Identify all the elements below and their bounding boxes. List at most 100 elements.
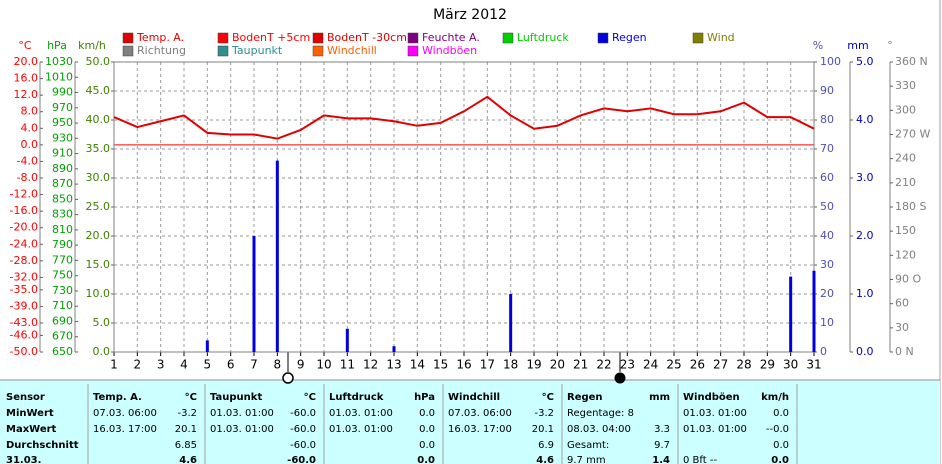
column-title: Windchill (448, 392, 500, 403)
y-tick-label: 60 (820, 171, 834, 184)
legend-label: Windböen (422, 44, 477, 57)
y-tick-label: 8.0 (21, 105, 39, 118)
x-tick-label: 27 (713, 358, 728, 372)
column-title: Windböen (683, 392, 740, 403)
y-tick-label: -12.0 (10, 188, 38, 201)
plot-frame (113, 61, 815, 353)
x-tick-label: 23 (620, 358, 635, 372)
table-background (0, 380, 940, 464)
rain-bar (275, 160, 279, 352)
x-tick-label: 29 (760, 358, 775, 372)
y-tick-label: 0.0 (21, 138, 39, 151)
y-tick-label: 0 (820, 345, 827, 358)
row-label: MinWert (6, 408, 54, 419)
y-tick-label: 45.0 (86, 84, 111, 97)
cell-value: 20.1 (532, 424, 554, 435)
cell-value: 0.0 (417, 455, 435, 464)
column-title: Taupunkt (210, 392, 262, 403)
x-tick-label: 8 (274, 358, 282, 372)
cell-value: 0.0 (419, 440, 435, 451)
cell-left: 16.03. 17:00 (448, 424, 512, 435)
y-tick-label: 5.0 (93, 316, 111, 329)
x-tick-label: 3 (157, 358, 165, 372)
legend-label: BodenT +5cm (232, 31, 310, 44)
y-tick-label: 0 N (895, 345, 914, 358)
y-tick-label: 810 (52, 223, 73, 236)
legend-swatch (122, 45, 134, 57)
y-tick-label: 970 (52, 101, 73, 114)
y-tick-label: 30 (895, 321, 909, 334)
y-tick-label: -50.0 (10, 345, 38, 358)
axis-unit: mm (847, 39, 868, 52)
column-unit: km/h (761, 392, 789, 403)
y-tick-label: 4.0 (21, 121, 39, 134)
y-tick-label: 40 (820, 229, 834, 242)
cell-value: -3.2 (534, 408, 554, 419)
x-tick-label: 13 (386, 358, 401, 372)
x-tick-label: 15 (433, 358, 448, 372)
temperature-line (113, 95, 815, 140)
legend-swatch (407, 32, 419, 44)
y-tick-label: 5.0 (856, 55, 874, 68)
axis-unit: % (813, 39, 823, 52)
cell-value: -60.0 (287, 455, 316, 464)
y-tick-label: 750 (52, 269, 73, 282)
y-tick-label: 25.0 (86, 200, 111, 213)
x-tick-label: 12 (363, 358, 378, 372)
full-moon-icon (282, 372, 294, 384)
y-tick-label: -43.0 (10, 316, 38, 329)
x-tick-label: 14 (410, 358, 425, 372)
legend-label: Feuchte A. (422, 31, 480, 44)
rain-bar (392, 346, 396, 352)
cell-value: 0.0 (419, 424, 435, 435)
x-tick-label: 30 (783, 358, 798, 372)
y-tick-label: 10 (820, 316, 834, 329)
x-tick-label: 31 (806, 358, 821, 372)
legend-swatch (217, 45, 229, 57)
y-tick-label: 3.0 (856, 171, 874, 184)
cell-left: 08.03. 04:00 (567, 424, 631, 435)
rain-bar (205, 340, 209, 352)
row-label: 31.03. (6, 455, 41, 464)
cell-left: 9.7 mm (567, 455, 606, 464)
y-tick-label: 50.0 (86, 55, 111, 68)
row-label: Durchschnitt (6, 440, 79, 451)
y-tick-label: 690 (52, 314, 73, 327)
y-tick-label: 100 (820, 55, 841, 68)
row-label: MaxWert (6, 424, 57, 435)
axis-unit: ° (887, 39, 893, 52)
x-tick-label: 17 (480, 358, 495, 372)
y-tick-label: -28.0 (10, 254, 38, 267)
y-tick-label: 150 (895, 224, 916, 237)
x-tick-label: 7 (250, 358, 258, 372)
x-tick-label: 4 (180, 358, 188, 372)
cell-value: 0.0 (773, 408, 789, 419)
y-tick-label: 0.0 (93, 345, 111, 358)
new-moon-icon (614, 372, 626, 384)
column-title: Regen (567, 392, 603, 403)
cell-value: 1.4 (652, 455, 670, 464)
column-unit: hPa (414, 392, 435, 403)
x-tick-label: 21 (573, 358, 588, 372)
y-tick-label: 20 (820, 287, 834, 300)
cell-value: 20.1 (175, 424, 197, 435)
y-tick-label: 830 (52, 208, 73, 221)
legend-swatch (502, 32, 514, 44)
x-tick-label: 22 (596, 358, 611, 372)
y-tick-label: 0.0 (856, 345, 874, 358)
y-tick-label: 300 (895, 103, 916, 116)
column-unit: °C (185, 392, 197, 403)
cell-value: 4.6 (536, 455, 554, 464)
y-tick-label: -20.0 (10, 221, 38, 234)
rain-bar (345, 328, 349, 352)
y-tick-label: 990 (52, 86, 73, 99)
cell-value: -60.0 (290, 440, 316, 451)
x-tick-label: 1 (110, 358, 118, 372)
rain-bar (252, 236, 256, 352)
x-tick-label: 24 (643, 358, 658, 372)
y-tick-label: 60 (895, 297, 909, 310)
y-tick-label: 1.0 (856, 287, 874, 300)
legend-swatch (122, 32, 134, 44)
cell-value: 0.0 (773, 440, 789, 451)
y-tick-label: 950 (52, 116, 73, 129)
